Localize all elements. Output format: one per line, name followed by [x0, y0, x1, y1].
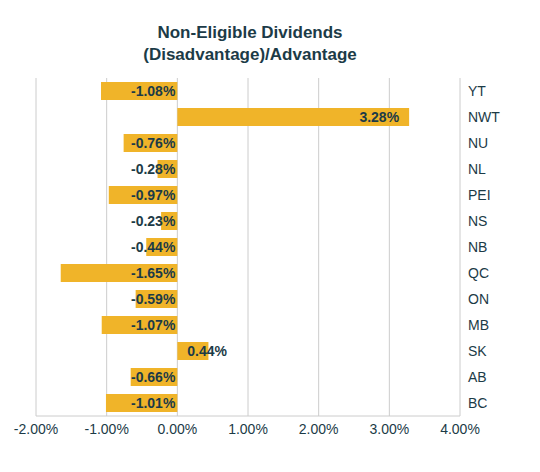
svg-text:NL: NL: [468, 161, 486, 177]
svg-text:-0.66%: -0.66%: [131, 369, 176, 385]
svg-text:PEI: PEI: [468, 187, 491, 203]
svg-text:0.00%: 0.00%: [157, 421, 197, 437]
svg-text:BC: BC: [468, 395, 487, 411]
svg-text:NWT: NWT: [468, 109, 500, 125]
svg-text:-0.97%: -0.97%: [131, 187, 176, 203]
svg-text:MB: MB: [468, 317, 489, 333]
svg-text:-1.08%: -1.08%: [131, 83, 176, 99]
svg-text:-0.59%: -0.59%: [131, 291, 176, 307]
svg-text:3.28%: 3.28%: [359, 109, 399, 125]
svg-text:1.00%: 1.00%: [228, 421, 268, 437]
svg-text:NS: NS: [468, 213, 487, 229]
svg-text:AB: AB: [468, 369, 487, 385]
svg-text:-2.00%: -2.00%: [14, 421, 58, 437]
svg-text:YT: YT: [468, 83, 486, 99]
svg-text:NB: NB: [468, 239, 487, 255]
svg-text:NU: NU: [468, 135, 488, 151]
svg-text:-1.00%: -1.00%: [84, 421, 128, 437]
svg-text:2.00%: 2.00%: [299, 421, 339, 437]
svg-text:-1.65%: -1.65%: [131, 265, 176, 281]
svg-text:-0.28%: -0.28%: [131, 161, 176, 177]
svg-text:QC: QC: [468, 265, 489, 281]
html-text:(Disadvantage)/Advantage: (Disadvantage)/Advantage: [143, 45, 357, 64]
svg-text:0.44%: 0.44%: [187, 343, 227, 359]
svg-text:-0.76%: -0.76%: [131, 135, 176, 151]
svg-text:ON: ON: [468, 291, 489, 307]
svg-text:-1.01%: -1.01%: [131, 395, 176, 411]
html-text:Non-Eligible Dividends: Non-Eligible Dividends: [157, 23, 343, 42]
svg-text:-0.23%: -0.23%: [131, 213, 176, 229]
svg-text:-1.07%: -1.07%: [131, 317, 176, 333]
svg-text:4.00%: 4.00%: [440, 421, 480, 437]
svg-text:-0.44%: -0.44%: [131, 239, 176, 255]
svg-text:SK: SK: [468, 343, 487, 359]
svg-text:3.00%: 3.00%: [369, 421, 409, 437]
